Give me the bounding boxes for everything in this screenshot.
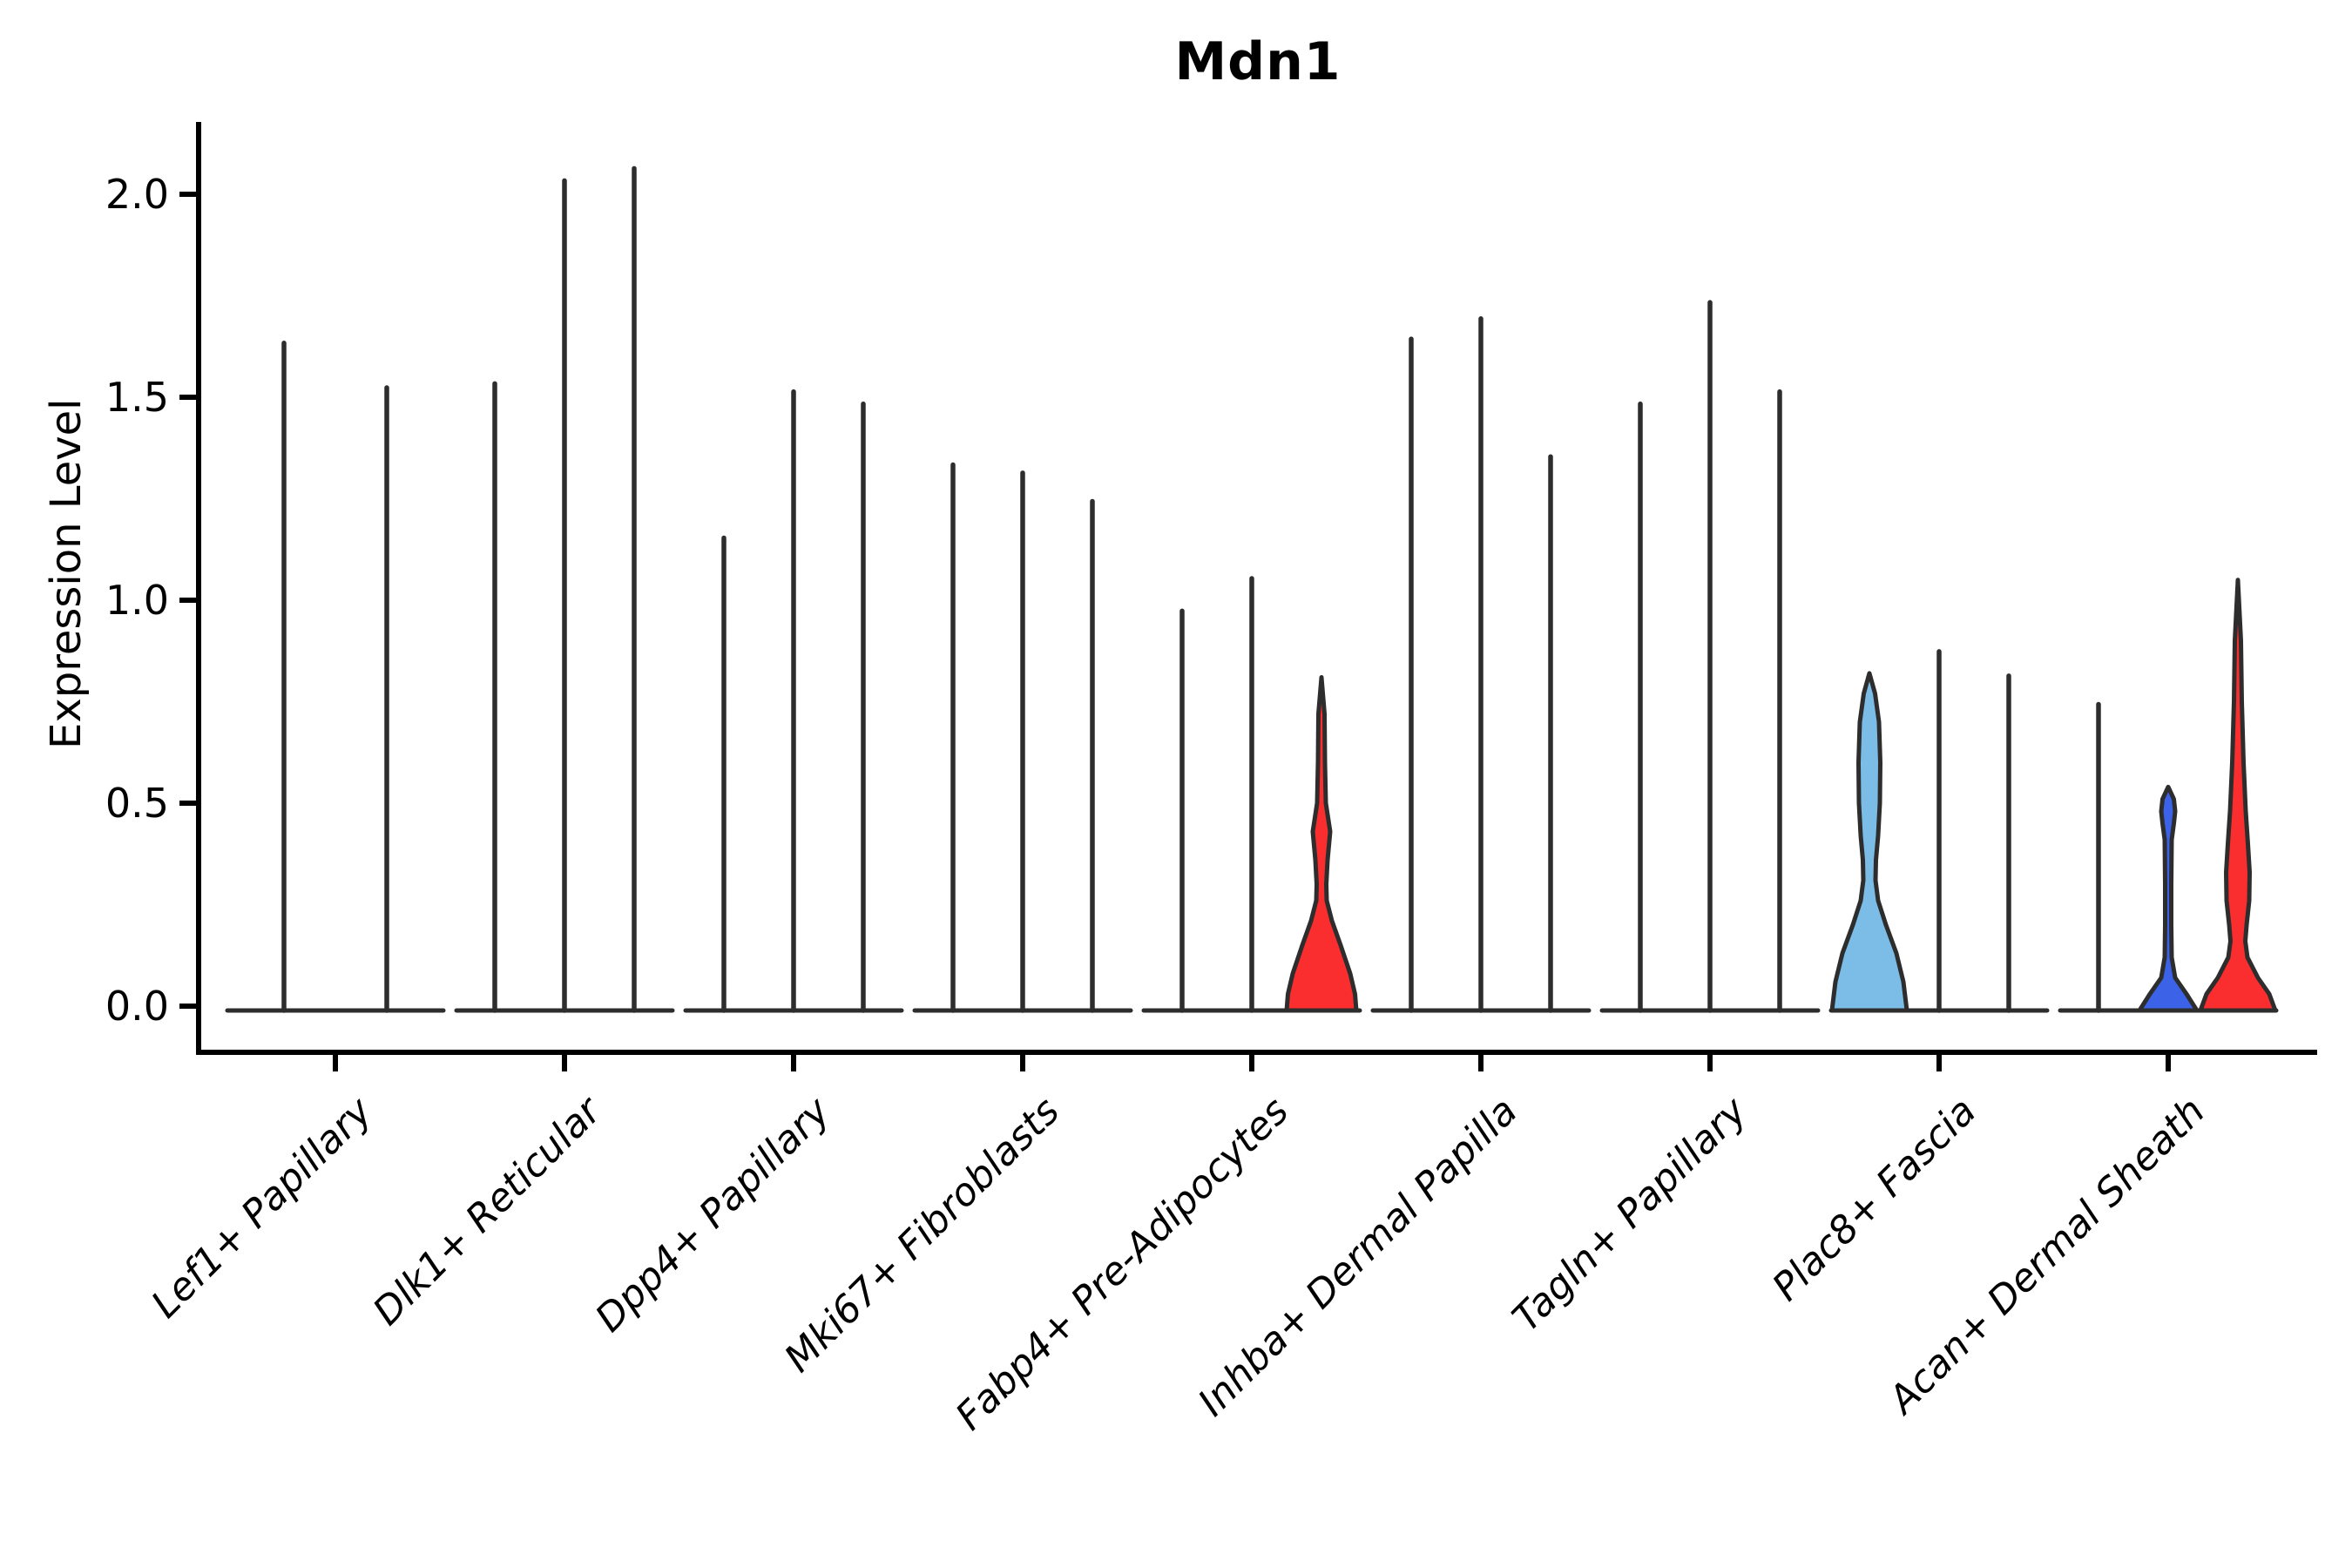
violin-body xyxy=(2198,578,2278,1013)
y-tick-label-2.0: 2.0 xyxy=(105,171,169,218)
y-tick-label-0.0: 0.0 xyxy=(105,983,169,1030)
y-tick-label-1.5: 1.5 xyxy=(105,374,169,421)
violin-body xyxy=(1284,675,1359,1013)
y-tick-label-1.0: 1.0 xyxy=(105,577,169,624)
violin-body xyxy=(1829,671,1909,1013)
violin-body xyxy=(2137,784,2200,1013)
chart-title: Mdn1 xyxy=(1174,31,1342,92)
y-tick-label-0.5: 0.5 xyxy=(105,780,169,827)
